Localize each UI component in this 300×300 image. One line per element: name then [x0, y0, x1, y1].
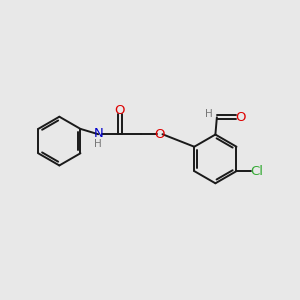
Text: O: O	[235, 111, 245, 124]
Text: O: O	[114, 104, 125, 117]
Text: N: N	[93, 128, 103, 140]
Text: H: H	[205, 109, 212, 119]
Text: H: H	[94, 139, 102, 149]
Text: O: O	[154, 128, 165, 141]
Text: Cl: Cl	[250, 165, 263, 178]
